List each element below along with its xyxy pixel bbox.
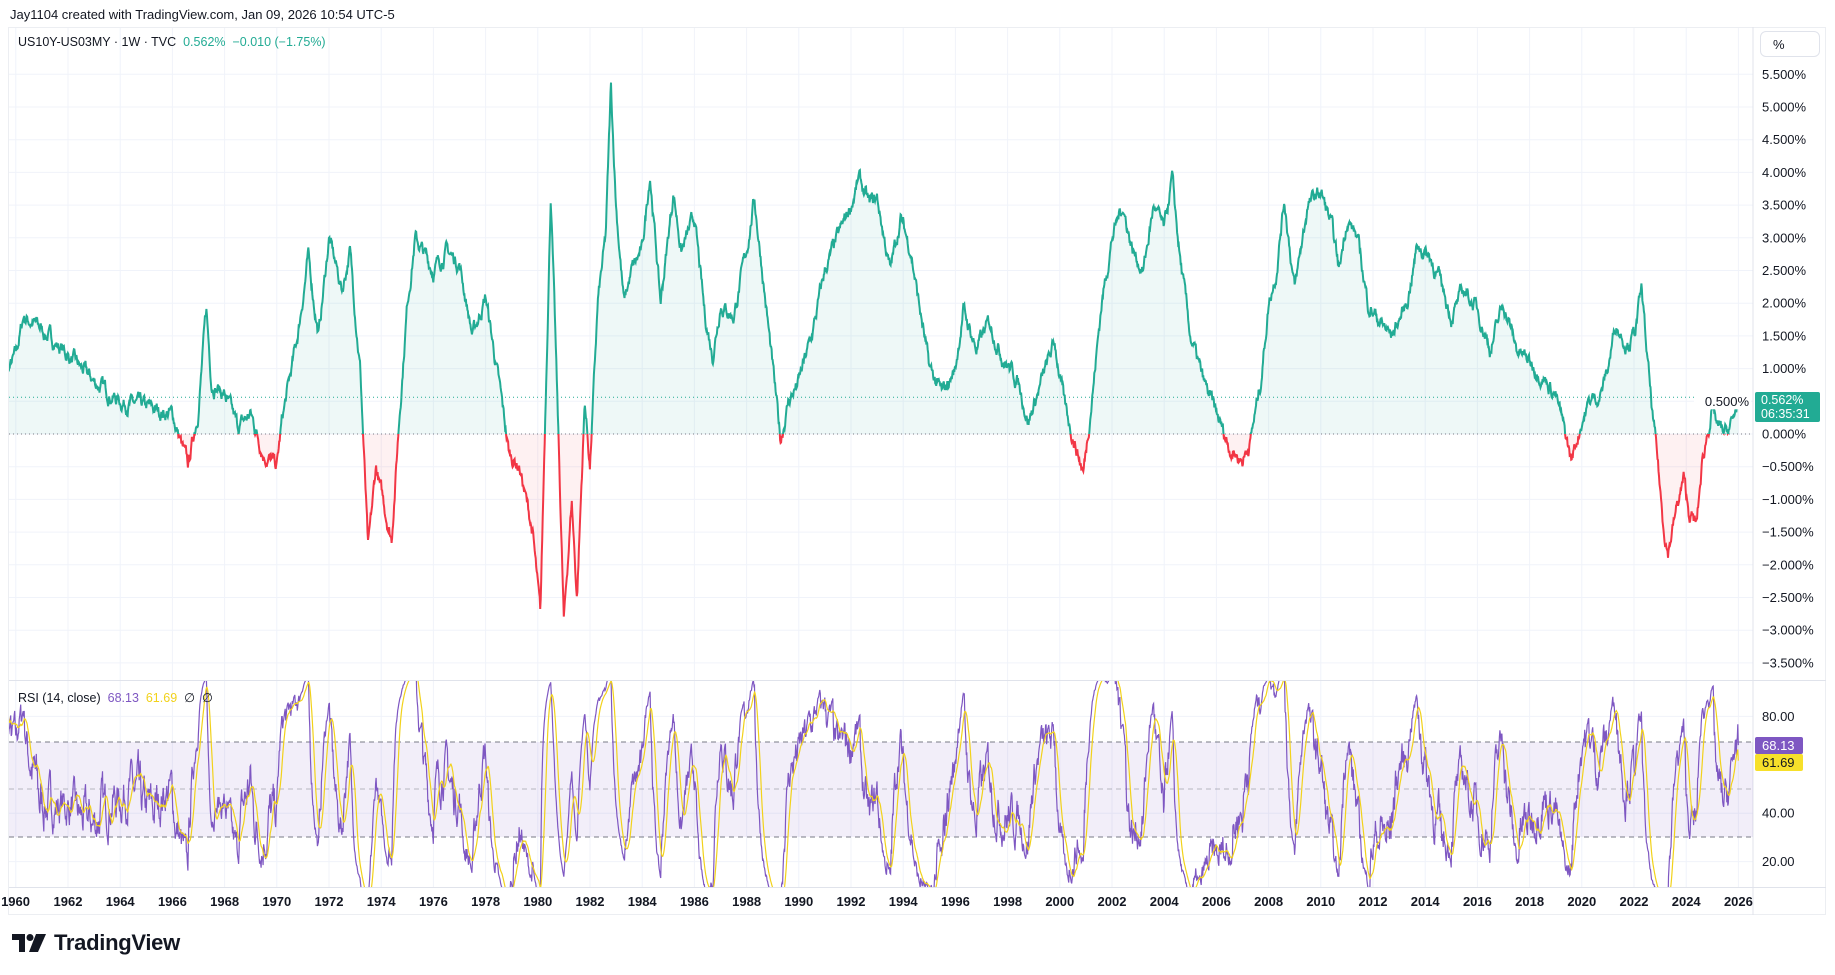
time-tick-label: 2010 [1306,894,1335,909]
time-tick-label: 1964 [106,894,136,909]
rsi-ma-value: 61.69 [145,691,178,705]
time-tick-label: 1998 [993,894,1022,909]
last-price-badge-value: 0.562% [1761,393,1804,407]
price-tick-label: 5.500% [1762,67,1807,82]
percent-scale-button[interactable]: % [1760,31,1820,57]
time-tick-label: 2014 [1411,894,1441,909]
tradingview-logo-icon [12,934,46,952]
time-tick-label: 1962 [54,894,83,909]
rsi-line [9,681,1739,887]
time-tick-label: 2008 [1254,894,1283,909]
time-tick-label: 2024 [1672,894,1702,909]
time-tick-label: 2002 [1098,894,1127,909]
tradingview-logo-text: TradingView [54,930,180,955]
series-last-value: 0.562% [183,35,226,49]
time-tick-label: 1976 [419,894,448,909]
time-tick-label: 1974 [367,894,397,909]
price-tick-label: 4.000% [1762,165,1807,180]
rsi-tick-label: 20.00 [1762,854,1795,869]
time-tick-label: 1992 [837,894,866,909]
rsi-legend[interactable]: RSI (14, close) 68.13 61.69 ∅ ∅ [18,690,213,705]
time-tick-label: 1982 [576,894,605,909]
time-tick-label: 1984 [628,894,658,909]
time-tick-label: 1972 [315,894,344,909]
series-change: −0.010 (−1.75%) [232,35,326,49]
price-tick-label: 1.000% [1762,361,1807,376]
time-tick-label: 2004 [1150,894,1180,909]
price-tick-label: −1.000% [1762,492,1814,507]
time-tick-label: 1968 [210,894,239,909]
chart-credit: Jay1104 created with TradingView.com, Ja… [10,7,395,22]
price-tick-label: 2.000% [1762,296,1807,311]
time-tick-label: 1966 [158,894,187,909]
time-tick-label: 2012 [1359,894,1388,909]
time-tick-label: 1970 [262,894,291,909]
price-tick-label: 1.500% [1762,328,1807,343]
price-tick-label: −2.500% [1762,590,1814,605]
time-tick-label: 1990 [784,894,813,909]
rsi-na-1: ∅ [184,691,195,705]
rsi-ma-value-badge: 61.69 [1755,754,1803,771]
price-tick-label: −3.500% [1762,655,1814,670]
price-tick-label-backing [1694,392,1751,410]
time-tick-label: 2020 [1567,894,1596,909]
price-tick-label: 3.000% [1762,230,1807,245]
rsi-na-2: ∅ [201,691,213,705]
series-symbol: US10Y-US03MY · 1W · TVC [18,35,177,49]
rsi-tick-label: 40.00 [1762,806,1795,821]
series-legend[interactable]: US10Y-US03MY · 1W · TVC 0.562% −0.010 (−… [18,35,326,49]
spread-line-positive [9,82,1740,434]
rsi-value: 68.13 [107,691,139,705]
price-tick-label: 0.500% [1705,394,1750,409]
chart-frame [8,27,1826,915]
price-tick-label: 3.500% [1762,198,1807,213]
time-tick-label: 1996 [941,894,970,909]
time-tick-label: 2022 [1620,894,1649,909]
rsi-ma-line [9,681,1739,887]
price-tick-label: 4.500% [1762,132,1807,147]
bar-countdown: 06:35:31 [1761,407,1810,421]
time-tick-label: 2006 [1202,894,1231,909]
price-tick-label: −2.000% [1762,557,1814,572]
time-tick-label: 1978 [471,894,500,909]
time-tick-label: 2016 [1463,894,1492,909]
rsi-tick-label: 80.00 [1762,709,1795,724]
time-tick-label: 2018 [1515,894,1544,909]
time-tick-label: 1988 [732,894,761,909]
price-tick-label: −1.500% [1762,525,1814,540]
price-tick-label: 2.500% [1762,263,1807,278]
time-tick-label: 1980 [523,894,552,909]
rsi-value-badge: 68.13 [1755,737,1803,754]
price-tick-label: 0.000% [1762,427,1807,442]
time-tick-label: 1960 [1,894,30,909]
price-tick-label: 5.000% [1762,100,1807,115]
price-tick-label: −0.500% [1762,459,1814,474]
time-tick-label: 2026 [1724,894,1753,909]
time-tick-label: 1986 [680,894,709,909]
rsi-label: RSI (14, close) [18,691,101,705]
positive-area-fill [9,82,1739,434]
time-tick-label: 1994 [889,894,919,909]
tradingview-logo[interactable]: TradingView [12,930,180,956]
price-tick-label: −3.000% [1762,623,1814,638]
last-price-badge: 0.562% 06:35:31 [1755,392,1820,422]
time-tick-label: 2000 [1045,894,1074,909]
